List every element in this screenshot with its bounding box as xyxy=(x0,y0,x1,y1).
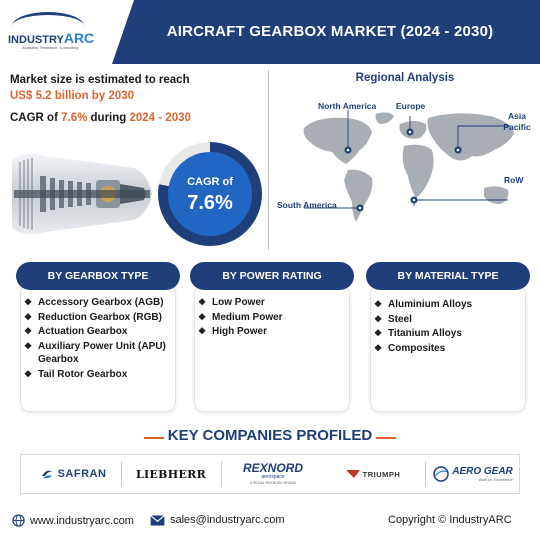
rexnord-tagline: A REGAL REXNORD BRAND xyxy=(249,481,297,485)
list-item: ❖ Auxiliary Power Unit (APU) Gearbox xyxy=(24,340,166,366)
header-band xyxy=(112,0,540,64)
logo-separator xyxy=(121,461,122,487)
aero-gear-tagline: Built on Excellence xyxy=(478,476,513,482)
envelope-icon xyxy=(150,514,165,526)
industryarc-logo[interactable]: INDUSTRYARC Analytics. Research. Consult… xyxy=(8,12,118,52)
list-item: ❖ Actuation Gearbox xyxy=(24,326,128,337)
copyright-text: Copyright © IndustryARC xyxy=(388,514,512,526)
triumph-logo-text: TRIUMPH xyxy=(362,469,401,479)
page-title: AIRCRAFT GEARBOX MARKET (2024 - 2030) xyxy=(166,23,494,40)
section-divider xyxy=(268,70,269,250)
list-item: ❖ Accessory Gearbox (AGB) xyxy=(24,297,164,308)
cagr-period: 2024 - 2030 xyxy=(129,112,191,124)
cagr-mid: during xyxy=(87,112,130,124)
logo-arc-icon xyxy=(12,12,84,40)
diamond-bullet-icon: ❖ xyxy=(24,368,33,379)
turbine-engine-illustration xyxy=(12,153,152,235)
list-item: ❖ Titanium Alloys xyxy=(374,328,462,339)
regional-analysis-title: Regional Analysis xyxy=(355,72,455,84)
logo-suffix: ARC xyxy=(63,30,95,46)
diamond-bullet-icon: ❖ xyxy=(374,299,383,309)
diamond-bullet-icon: ❖ xyxy=(374,313,383,324)
segment-header: BY POWER RATING xyxy=(190,262,354,290)
market-size-value: US$ 5.2 billion by 2030 xyxy=(10,90,134,102)
diamond-bullet-icon: ❖ xyxy=(198,311,207,322)
region-north-america: North America xyxy=(318,101,377,111)
segment-list: ❖ Aluminium Alloys ❖ Steel ❖ Titanium Alloy… xyxy=(372,298,528,356)
rexnord-subtitle: aerospace xyxy=(261,474,285,480)
logo-prefix: INDUSTRY xyxy=(8,34,64,46)
footer: www.industryarc.com sales@industryarc.co… xyxy=(0,514,540,534)
world-map xyxy=(303,110,514,222)
company-aero-gear[interactable]: AERO GEAR Built on Excellence xyxy=(429,455,517,493)
segment-gearbox-type: BY GEARBOX TYPE ❖ Accessory Gearbox (AGB)… xyxy=(16,262,180,412)
segment-header: BY MATERIAL TYPE xyxy=(366,262,530,290)
list-item: ❖ Tail Rotor Gearbox xyxy=(24,368,128,380)
triumph-chevron-icon xyxy=(345,470,360,478)
market-summary: Market size is estimated to reach US$ 5.… xyxy=(10,72,266,126)
safran-swirl-icon xyxy=(41,470,52,479)
summary-cagr-line: CAGR of 7.6% during 2024 - 2030 xyxy=(10,110,266,126)
segment-header: BY GEARBOX TYPE xyxy=(16,262,180,290)
company-safran[interactable]: SAFRAN xyxy=(27,455,119,493)
region-europe: Europe xyxy=(396,101,426,111)
aero-gear-globe-icon xyxy=(433,466,449,482)
diamond-bullet-icon: ❖ xyxy=(198,297,207,307)
diamond-bullet-icon: ❖ xyxy=(24,340,33,351)
cagr-ring-value: 7.6% xyxy=(187,192,233,214)
list-item: ❖ Medium Power xyxy=(198,311,283,323)
title-rule-right xyxy=(376,437,396,439)
diamond-bullet-icon: ❖ xyxy=(24,297,33,307)
email-link[interactable]: sales@industryarc.com xyxy=(170,514,285,526)
list-item: ❖ Composites xyxy=(374,342,446,354)
company-liebherr[interactable]: LIEBHERR xyxy=(125,455,217,493)
company-logo-strip: SAFRAN LIEBHERR REXNORD aerospace A REGA… xyxy=(20,454,520,494)
cagr-ring: CAGR of 7.6% xyxy=(158,142,262,246)
diamond-bullet-icon: ❖ xyxy=(24,326,33,336)
segment-material-type: BY MATERIAL TYPE ❖ Aluminium Alloys ❖ Stee… xyxy=(366,262,530,412)
region-asia-pacific: Asia Pacific xyxy=(503,111,531,132)
globe-icon xyxy=(12,514,25,527)
website-link[interactable]: www.industryarc.com xyxy=(30,514,134,527)
liebherr-logo-text: LIEBHERR xyxy=(135,467,207,481)
diamond-bullet-icon: ❖ xyxy=(374,328,383,338)
diamond-bullet-icon: ❖ xyxy=(24,311,33,322)
list-item: ❖ Steel xyxy=(374,313,412,325)
cagr-prefix: CAGR of xyxy=(10,112,62,124)
key-companies-title: KEY COMPANIES PROFILED xyxy=(167,427,373,444)
region-south-america: South America xyxy=(277,200,337,210)
segment-card xyxy=(194,284,350,412)
safran-logo-text: SAFRAN xyxy=(57,468,107,480)
cagr-ring-label: CAGR of xyxy=(187,176,233,188)
company-rexnord[interactable]: REXNORD aerospace A REGAL REXNORD BRAND xyxy=(225,455,321,493)
list-item: ❖ High Power xyxy=(198,326,268,337)
logo-tagline: Analytics. Research. Consulting xyxy=(22,45,79,50)
logo-separator xyxy=(425,461,426,487)
list-item: ❖ Aluminium Alloys xyxy=(374,299,473,310)
header: INDUSTRYARC Analytics. Research. Consult… xyxy=(0,0,540,64)
cagr-value: 7.6% xyxy=(61,112,88,124)
segment-list: ❖ Low Power ❖ Medium Power ❖ High Power xyxy=(196,296,352,340)
segment-list: ❖ Accessory Gearbox (AGB) ❖ Reduction Gear… xyxy=(22,296,178,382)
segment-power-rating: BY POWER RATING ❖ Low Power ❖ Medium Power… xyxy=(190,262,354,412)
diamond-bullet-icon: ❖ xyxy=(198,326,207,336)
aero-gear-logo-text: AERO GEAR xyxy=(452,465,513,477)
region-row: RoW xyxy=(504,175,524,185)
list-item: ❖ Low Power xyxy=(198,297,265,308)
diamond-bullet-icon: ❖ xyxy=(374,342,383,353)
cagr-ring-center: CAGR of 7.6% xyxy=(168,152,252,236)
footer-email[interactable]: sales@industryarc.com xyxy=(150,514,284,526)
summary-line1: Market size is estimated to reach xyxy=(10,74,190,86)
list-item: ❖ Reduction Gearbox (RGB) xyxy=(24,311,162,323)
title-rule-left xyxy=(144,437,164,439)
company-triumph[interactable]: TRIUMPH xyxy=(325,455,421,493)
rexnord-logo-text: REXNORD xyxy=(242,461,303,475)
footer-copyright: Copyright © IndustryARC xyxy=(388,514,512,526)
footer-website[interactable]: www.industryarc.com xyxy=(12,514,134,527)
segment-card xyxy=(20,284,176,412)
logo-separator xyxy=(221,461,222,487)
